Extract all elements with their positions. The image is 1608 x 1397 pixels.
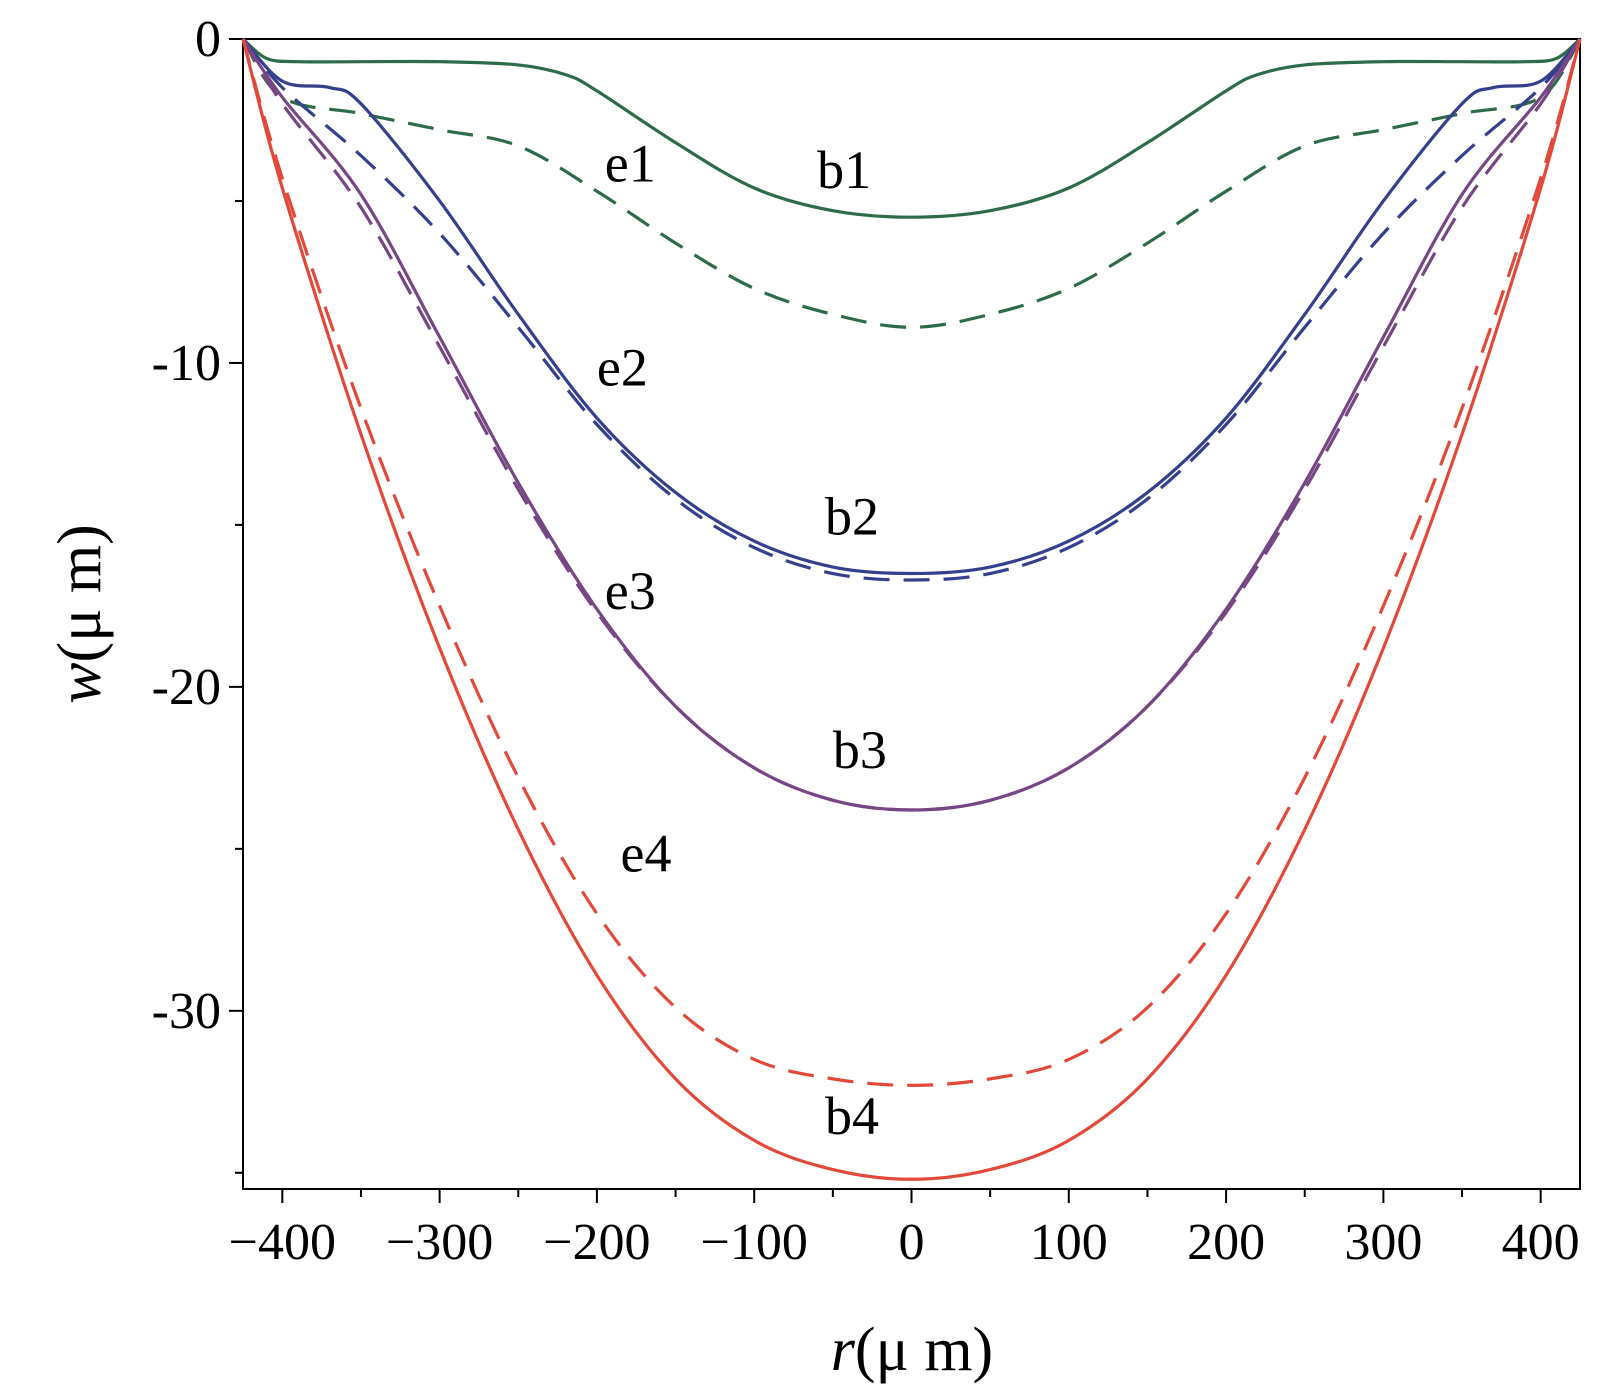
x-tick-label: 400 (1502, 1214, 1580, 1271)
y-axis-ticks: 0 -10 -20 -30 (152, 11, 243, 1174)
x-tick-label: −300 (386, 1214, 493, 1271)
label-b2: b2 (825, 487, 879, 547)
series-e4-line (241, 38, 1582, 1087)
x-tick-label: −400 (229, 1214, 336, 1271)
curve-labels: b1 e1 b2 e2 b3 e3 b4 e4 (597, 134, 887, 1146)
label-b1: b1 (817, 140, 871, 200)
x-tick-label: 300 (1344, 1214, 1422, 1271)
x-tick-label: −100 (701, 1214, 808, 1271)
x-axis-title: r(μ m) (831, 1316, 993, 1384)
y-axis-title: w(μ m) (46, 524, 114, 704)
series-b3-line (241, 38, 1582, 812)
series-b4-line (241, 38, 1582, 1181)
label-e3: e3 (605, 561, 656, 621)
x-tick-label: 100 (1030, 1214, 1108, 1271)
series-e2-line (241, 37, 1582, 582)
series-layer (241, 37, 1582, 1181)
y-tick-label: -30 (152, 983, 221, 1040)
series-e3-line (241, 38, 1582, 812)
y-tick-label: 0 (195, 11, 221, 68)
x-axis-ticks: −400 −300 −200 −100 0 100 200 300 400 (229, 1189, 1580, 1271)
label-b4: b4 (825, 1086, 879, 1146)
label-e4: e4 (621, 824, 672, 884)
y-tick-label: -10 (152, 335, 221, 392)
series-e1-line (241, 38, 1582, 329)
label-b3: b3 (833, 720, 887, 780)
label-e1: e1 (605, 134, 656, 194)
x-tick-label: −200 (543, 1214, 650, 1271)
x-tick-label: 200 (1187, 1214, 1265, 1271)
series-b2-line (241, 37, 1582, 576)
x-tick-label: 0 (899, 1214, 925, 1271)
series-b1-line (241, 37, 1582, 219)
label-e2: e2 (597, 338, 648, 398)
y-tick-label: -20 (152, 659, 221, 716)
